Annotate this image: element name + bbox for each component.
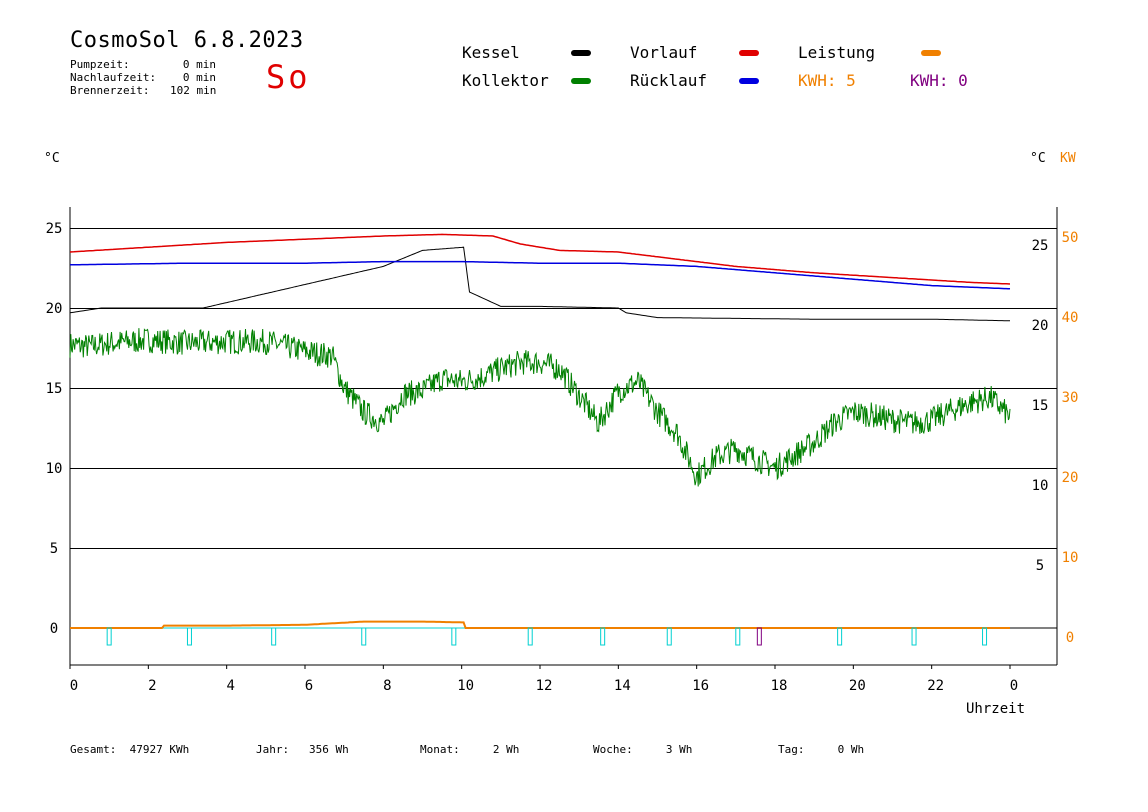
footer-total: Gesamt: 47927 KWh: [70, 743, 190, 756]
stat-value: 0 min: [182, 58, 216, 71]
pump-pulse-mark: [600, 627, 606, 646]
overrun-time-stat: Nachlaufzeit: 0 min: [70, 71, 216, 84]
footer-day: Tag: 0 Wh: [778, 743, 865, 756]
x-tick-label: 6: [305, 678, 313, 694]
y-tick-right: 10: [1032, 478, 1049, 494]
legend-leistung-swatch: [921, 50, 941, 56]
footer-month: Monat: 2 Wh: [420, 743, 520, 756]
legend-kollektor-swatch: [571, 78, 591, 84]
pump-pulse-mark: [735, 627, 741, 646]
legend-ruecklauf-swatch: [739, 78, 759, 84]
footer-year: Jahr: 356 Wh: [256, 743, 349, 756]
burner-time-stat: Brennerzeit: 102 min: [70, 84, 216, 97]
footer-week: Woche: 3 Wh: [593, 743, 693, 756]
y-tick-left: 15: [46, 381, 63, 397]
x-tick-label: 16: [692, 678, 709, 694]
stat-label: Nachlaufzeit:: [70, 71, 157, 84]
y-tick-kw: 0: [1066, 630, 1074, 646]
y-tick-right: 20: [1032, 318, 1049, 334]
y-tick-left: 25: [46, 221, 63, 237]
x-tick-label: 4: [226, 678, 234, 694]
left-axis-unit: °C: [44, 151, 60, 166]
pump-time-stat: Pumpzeit: 0 min: [70, 58, 216, 71]
x-tick-label: 20: [849, 678, 866, 694]
legend-kollektor-label: Kollektor: [462, 71, 549, 90]
y-tick-kw: 50: [1062, 230, 1079, 246]
x-tick-label: 2: [148, 678, 156, 694]
pump-pulse-mark: [982, 627, 988, 646]
pump-pulse-mark: [271, 627, 277, 646]
x-axis-label: Uhrzeit: [966, 701, 1026, 717]
chart-title: CosmoSol 6.8.2023: [70, 28, 304, 53]
pump-pulse-mark: [756, 627, 762, 646]
pump-pulse-mark: [527, 627, 533, 646]
stat-label: Pumpzeit:: [70, 58, 130, 71]
right-axis-unit: °C: [1030, 151, 1046, 166]
y-tick-left: 5: [50, 541, 58, 557]
pump-pulse-mark: [666, 627, 672, 646]
pump-pulse-mark: [451, 627, 457, 646]
weekday-label: So: [266, 58, 311, 96]
x-tick-label: 0: [1010, 678, 1018, 694]
pump-pulse-mark: [186, 627, 192, 646]
legend-kwh-solar: KWH: 5: [798, 71, 856, 90]
pump-pulse-mark: [106, 627, 112, 646]
x-tick-label: 18: [771, 678, 788, 694]
x-tick-label: 22: [927, 678, 944, 694]
y-tick-kw: 40: [1062, 310, 1079, 326]
y-tick-kw: 10: [1062, 550, 1079, 566]
y-tick-left: 0: [50, 621, 58, 637]
series-ruecklauf: [70, 260, 1011, 290]
kw-axis-unit: KW: [1060, 151, 1076, 166]
legend-kessel-swatch: [571, 50, 591, 56]
y-tick-kw: 30: [1062, 390, 1079, 406]
y-tick-right: 5: [1036, 558, 1044, 574]
y-tick-right: 15: [1032, 398, 1049, 414]
x-tick-label: 8: [383, 678, 391, 694]
x-tick-label: 0: [70, 678, 78, 694]
legend-kwh-burner: KWH: 0: [910, 71, 968, 90]
pump-pulse-mark: [911, 627, 917, 646]
stat-label: Brennerzeit:: [70, 84, 150, 97]
stat-value: 0 min: [182, 71, 216, 84]
x-tick-label: 14: [614, 678, 631, 694]
pump-pulse-mark: [837, 627, 843, 646]
y-tick-kw: 20: [1062, 470, 1079, 486]
pump-pulse-mark: [361, 627, 367, 646]
series-kessel: [69, 246, 1010, 322]
x-tick-label: 10: [457, 678, 474, 694]
y-tick-left: 20: [46, 301, 63, 317]
series-vorlauf: [69, 233, 1011, 285]
legend-ruecklauf-label: Rücklauf: [630, 71, 708, 90]
legend-vorlauf-swatch: [739, 50, 759, 56]
stat-value: 102 min: [170, 84, 217, 97]
legend-kessel-label: Kessel: [462, 43, 520, 62]
y-tick-right: 25: [1032, 238, 1049, 254]
y-tick-left: 10: [46, 461, 63, 477]
series-leistung: [70, 620, 1010, 629]
legend-leistung-label: Leistung: [798, 43, 876, 62]
series-kollektor: [69, 328, 1011, 487]
legend-vorlauf-label: Vorlauf: [630, 43, 698, 62]
x-tick-label: 12: [536, 678, 553, 694]
